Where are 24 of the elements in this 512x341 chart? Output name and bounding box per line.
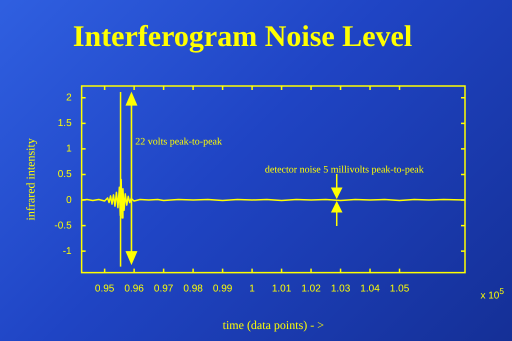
x-tick-label: 0.95 — [94, 283, 115, 294]
x-tick-label: 1 — [249, 283, 256, 294]
x-tick-label: 0.98 — [183, 283, 204, 294]
text: x 10$^{5}$ — [480, 286, 504, 302]
x-tick-label: 1.03 — [330, 283, 351, 294]
y-tick-label: 1 — [66, 144, 72, 155]
chart-title: Interferogram Noise Level — [72, 20, 412, 53]
y-tick-label: -0.5 — [54, 220, 72, 232]
y-tick-label: 0.5 — [58, 169, 72, 180]
x-axis-title: time (data points) - > — [222, 318, 324, 332]
x-tick-label: 1.01 — [272, 283, 292, 294]
y-tick-label: -1 — [62, 246, 72, 257]
annotation: 22 volts peak-to-peak — [135, 136, 222, 148]
y-tick-label: 1.5 — [58, 118, 72, 130]
x-tick-label: 1.02 — [301, 283, 322, 294]
x-tick-label: 0.96 — [124, 283, 144, 294]
x-tick-label: 0.99 — [212, 283, 233, 294]
x-tick-label: 1.05 — [390, 283, 410, 294]
annotation: detector noise 5 millivolts peak-to-peak — [264, 164, 424, 176]
x-tick-label: 0.97 — [154, 283, 174, 294]
y-tick-label: 0 — [66, 194, 72, 206]
y-axis-title: infrared intensity — [23, 138, 38, 220]
x-tick-label: 1.04 — [360, 283, 380, 294]
y-tick-label: 2 — [66, 92, 72, 104]
